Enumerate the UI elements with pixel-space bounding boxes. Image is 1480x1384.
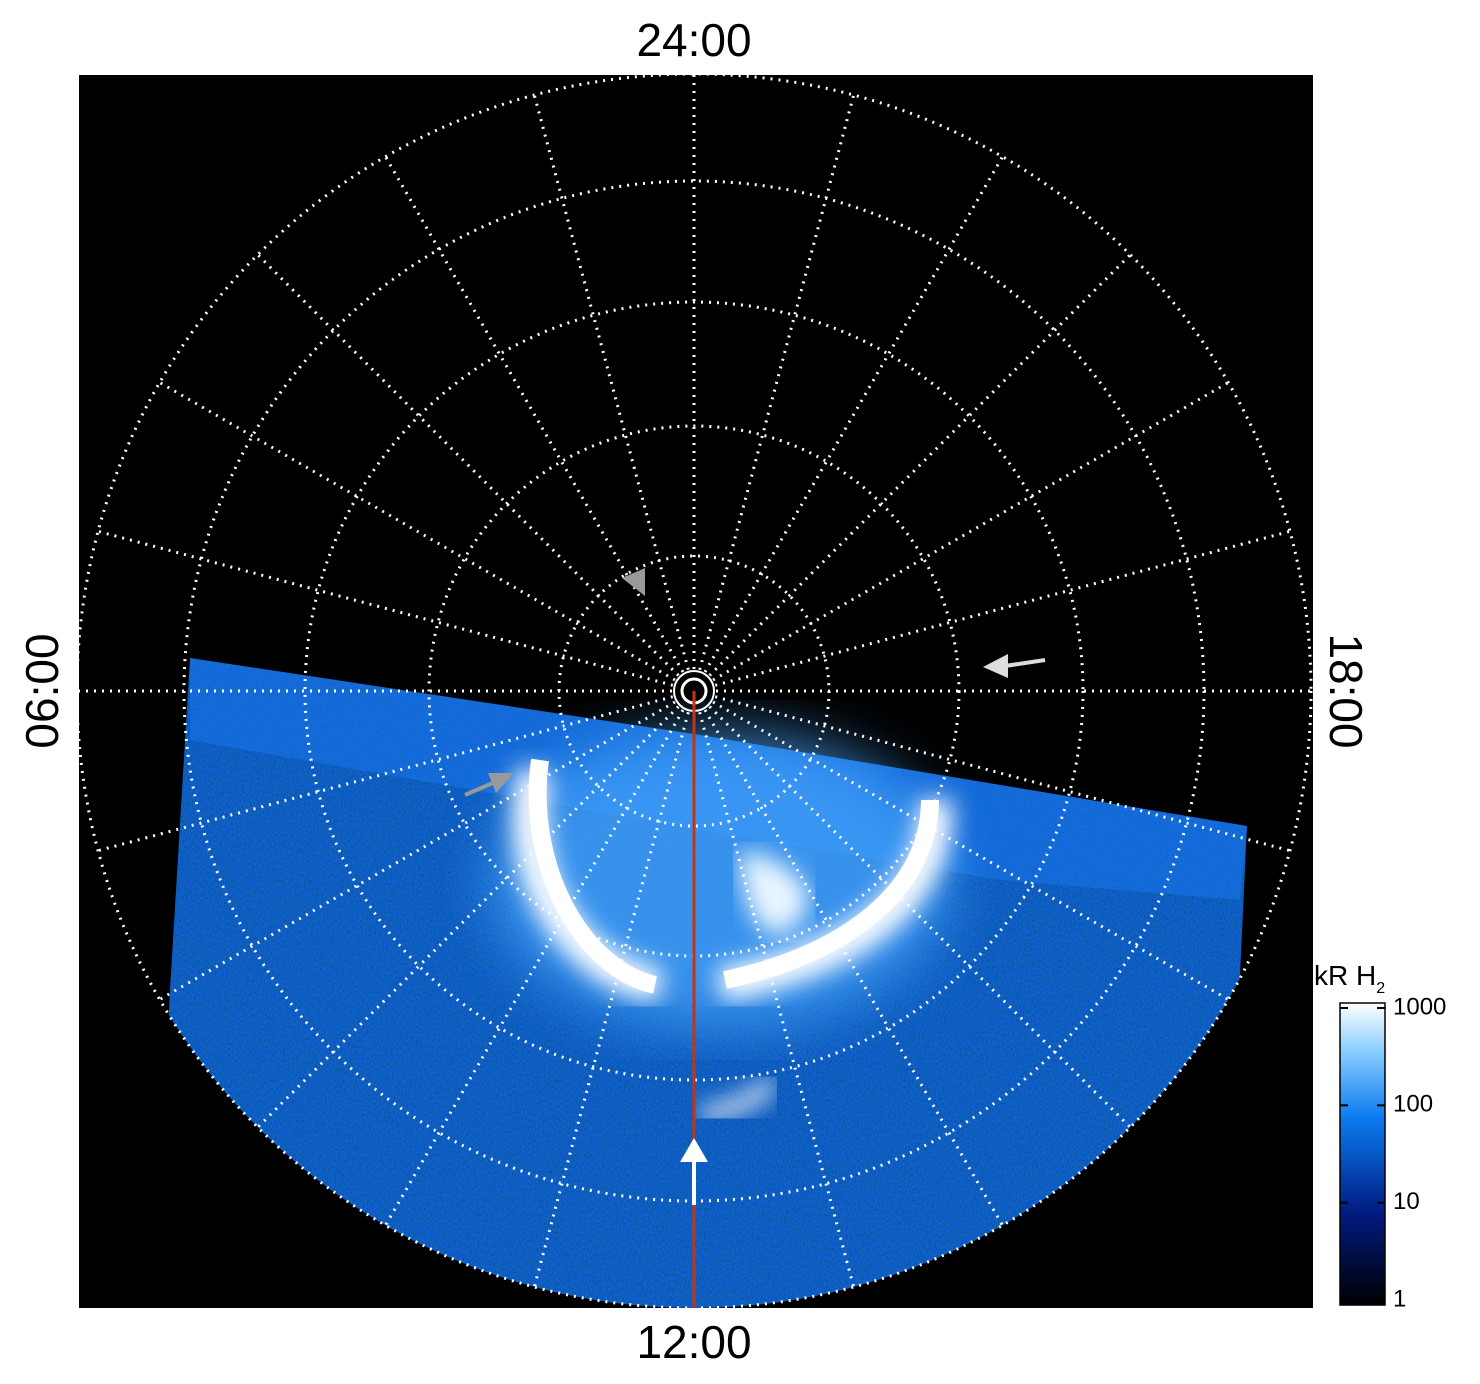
top-label: 24:00 (636, 14, 751, 66)
meridian (384, 709, 685, 1227)
meridian (712, 700, 1230, 1001)
meridian (158, 700, 676, 1001)
colorbar-ticks: 1 10 100 1000 (1340, 993, 1446, 1312)
right-label: 18:00 (1320, 633, 1372, 748)
colorbar (1339, 1002, 1386, 1306)
meridian (708, 705, 1132, 1129)
meridian (698, 711, 856, 1288)
meridian (714, 695, 1291, 853)
meridian (532, 711, 690, 1288)
meridian (256, 253, 680, 677)
meridian (384, 155, 685, 673)
colorbar-title: kR H2 (1314, 960, 1385, 997)
meridian (714, 529, 1291, 687)
colorbar-tick-label: 1 (1393, 1285, 1406, 1312)
meridian (158, 381, 676, 682)
meridian (708, 253, 1132, 677)
colorbar-title-sub: 2 (1376, 980, 1385, 997)
meridian (532, 94, 690, 671)
colorbar-tick-label: 100 (1393, 1091, 1433, 1118)
meridian (703, 709, 1004, 1227)
left-label: 06:00 (16, 633, 68, 748)
meridian (97, 695, 674, 853)
meridian (703, 155, 1004, 673)
meridian (256, 705, 680, 1129)
colorbar-tick-label: 10 (1393, 1188, 1420, 1215)
meridian (698, 94, 856, 671)
colorbar-title-text: kR H (1314, 960, 1376, 991)
aurora-emission (150, 658, 1247, 1308)
meridian (97, 529, 674, 687)
latitude-circle (303, 300, 1085, 1082)
meridian (712, 381, 1230, 682)
arrows (464, 568, 1046, 1205)
colorbar-tick-label: 1000 (1393, 993, 1446, 1020)
bottom-label: 12:00 (636, 1316, 751, 1368)
